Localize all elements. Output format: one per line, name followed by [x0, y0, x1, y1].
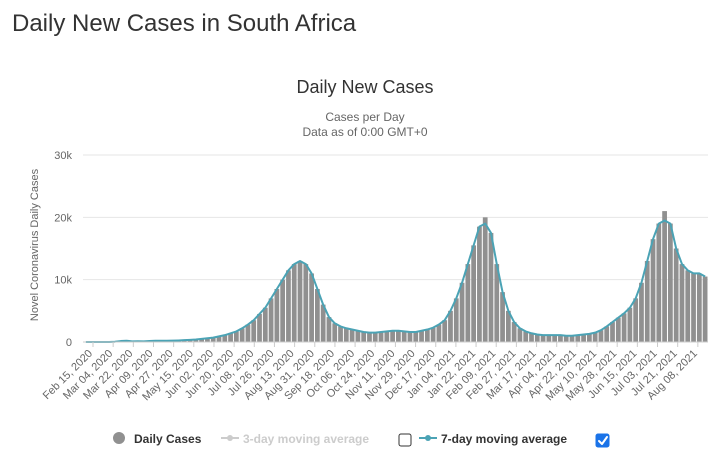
gridlines — [83, 155, 708, 342]
bar-65 — [460, 283, 465, 342]
bar-93 — [622, 313, 627, 342]
y-axis-title: Novel Coronavirus Daily Cases — [29, 168, 41, 321]
bar-92 — [616, 318, 621, 342]
bar-81 — [552, 335, 557, 342]
bar-series — [112, 211, 707, 342]
bar-30 — [257, 314, 262, 342]
bar-46 — [350, 330, 355, 342]
bar-34 — [280, 280, 285, 342]
bar-29 — [251, 320, 256, 342]
bar-107 — [703, 277, 708, 342]
y-tick-label-1: 10k — [54, 275, 72, 287]
bar-99 — [656, 224, 661, 342]
bar-38 — [303, 264, 308, 342]
legend-7-day-average[interactable]: 7-day moving average — [419, 432, 567, 446]
bar-45 — [344, 328, 349, 342]
legend-daily-cases[interactable]: Daily Cases — [113, 432, 202, 446]
bar-58 — [419, 331, 424, 342]
bar-103 — [680, 264, 685, 342]
bar-62 — [442, 320, 447, 342]
bar-50 — [373, 333, 378, 342]
bar-105 — [691, 273, 696, 342]
bar-35 — [286, 270, 291, 342]
bar-42 — [327, 317, 332, 342]
bar-97 — [645, 261, 650, 342]
legend-daily-cases-label: Daily Cases — [134, 432, 202, 446]
bar-54 — [396, 331, 401, 342]
bar-52 — [384, 331, 389, 342]
bar-43 — [332, 323, 337, 342]
legend-7-day-label: 7-day moving average — [441, 432, 567, 446]
bar-60 — [431, 328, 436, 342]
bar-80 — [546, 335, 551, 342]
bar-87 — [587, 334, 592, 342]
bar-104 — [685, 270, 690, 342]
bar-28 — [246, 325, 251, 342]
bar-59 — [425, 330, 430, 342]
bar-94 — [628, 308, 633, 342]
bar-98 — [651, 239, 656, 342]
bar-88 — [593, 333, 598, 342]
bar-102 — [674, 249, 679, 343]
bar-66 — [465, 264, 470, 342]
bar-44 — [338, 326, 343, 342]
y-tick-label-0: 0 — [66, 337, 72, 349]
bar-32 — [269, 298, 274, 342]
bar-31 — [263, 308, 268, 342]
bar-67 — [471, 245, 476, 342]
bar-69 — [483, 217, 488, 342]
bar-40 — [315, 289, 320, 342]
bar-68 — [477, 227, 482, 342]
bar-47 — [356, 331, 361, 342]
legend: Daily Cases 3-day moving average 7-day m… — [113, 432, 609, 447]
bar-57 — [413, 332, 418, 342]
bar-91 — [610, 322, 615, 342]
bar-90 — [604, 326, 609, 342]
bar-49 — [367, 333, 372, 342]
seven-day-checkbox[interactable] — [596, 434, 609, 447]
bar-61 — [437, 325, 442, 342]
bar-36 — [292, 264, 297, 342]
chart-subtitle-line2: Data as of 0:00 GMT+0 — [302, 125, 427, 139]
bar-100 — [662, 211, 667, 342]
bar-56 — [408, 332, 413, 342]
three-day-checkbox[interactable] — [399, 434, 411, 446]
bar-106 — [697, 273, 702, 342]
bar-27 — [240, 328, 245, 342]
chart-title: Daily New Cases — [296, 77, 433, 97]
bar-39 — [309, 273, 314, 342]
bar-63 — [448, 311, 453, 342]
bar-95 — [633, 298, 638, 342]
bar-33 — [274, 289, 279, 342]
y-tick-label-3: 30k — [54, 150, 72, 162]
bar-101 — [668, 224, 673, 342]
bar-48 — [361, 332, 366, 342]
legend-3-day-average[interactable]: 3-day moving average — [221, 432, 369, 446]
bar-64 — [454, 298, 459, 342]
bar-70 — [489, 233, 494, 342]
legend-3-day-label: 3-day moving average — [243, 432, 369, 446]
bar-26 — [234, 331, 239, 342]
bar-96 — [639, 283, 644, 342]
bar-55 — [402, 331, 407, 342]
chart-subtitle-line1: Cases per Day — [325, 110, 404, 124]
y-tick-label-2: 20k — [54, 212, 72, 224]
bar-53 — [390, 331, 395, 342]
bar-76 — [523, 331, 528, 342]
bar-51 — [379, 332, 384, 342]
bar-75 — [518, 328, 523, 342]
bar-79 — [541, 335, 546, 342]
bar-37 — [298, 261, 303, 342]
